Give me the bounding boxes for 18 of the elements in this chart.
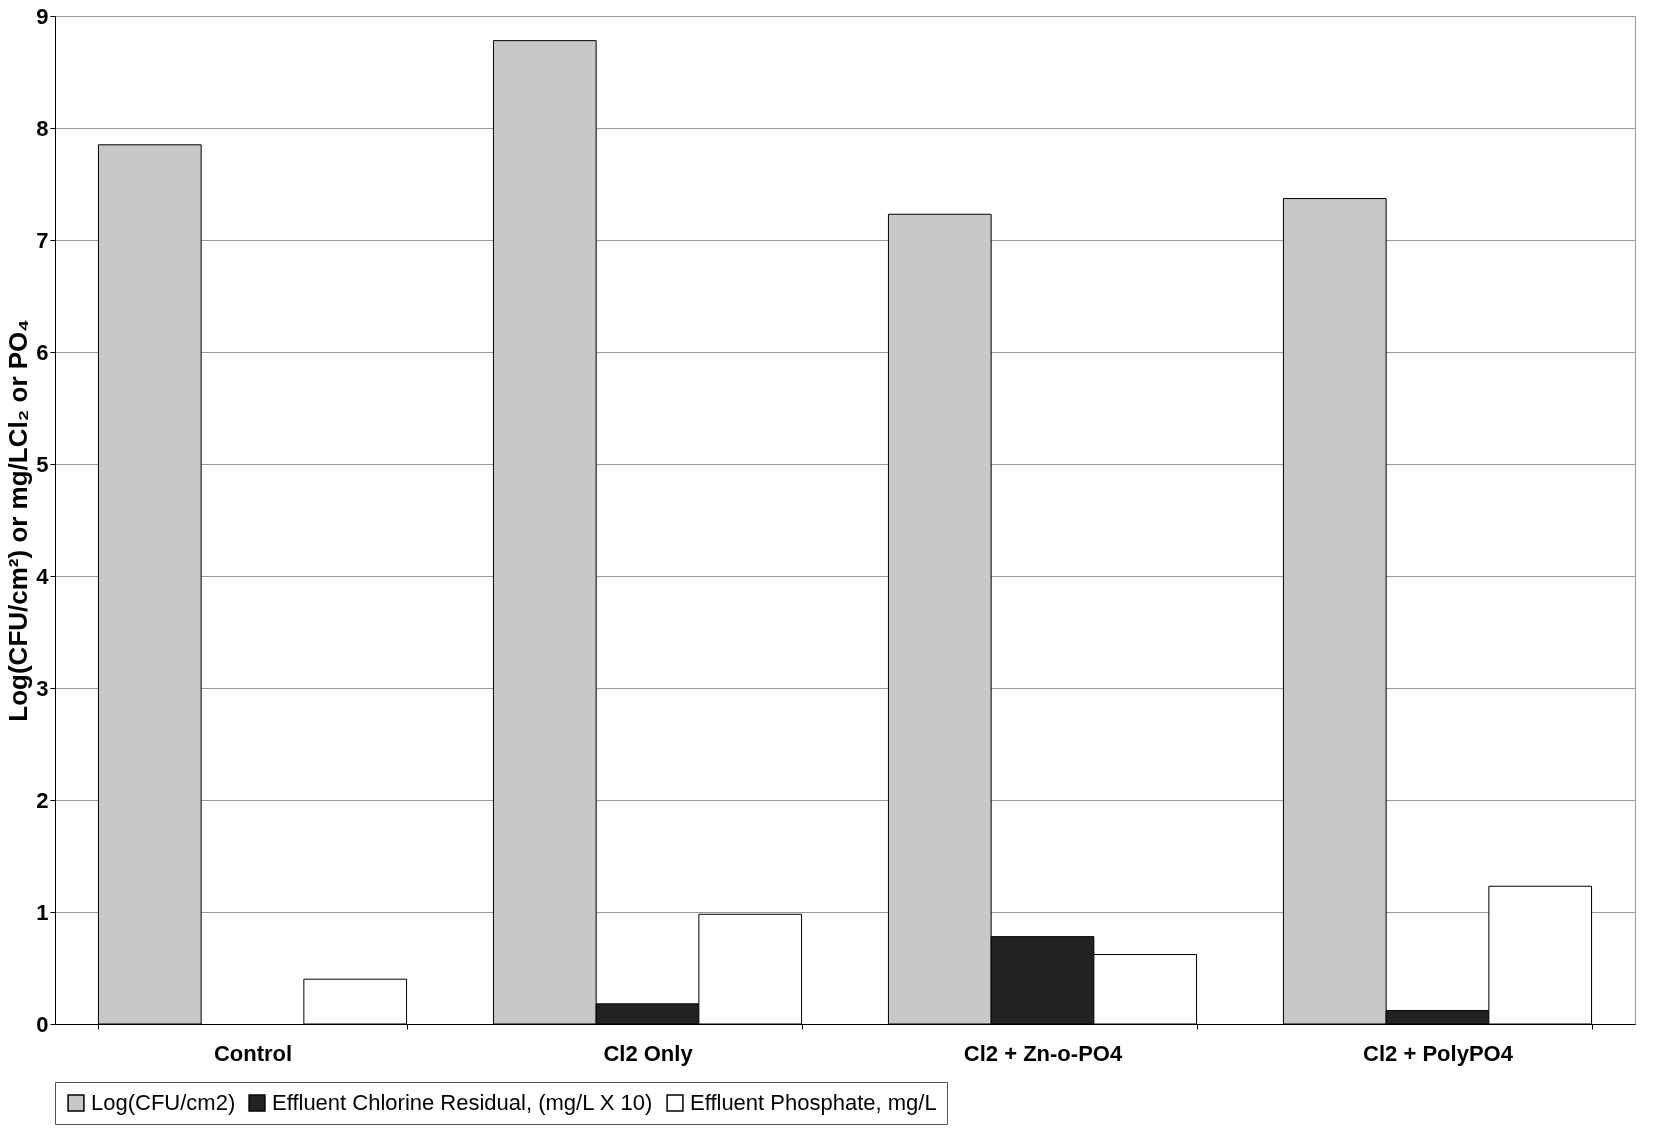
y-tick-label: 5 — [36, 451, 49, 477]
y-tick-label: 4 — [36, 563, 50, 589]
y-tick-label: 0 — [36, 1011, 49, 1037]
y-tick-label: 2 — [36, 787, 49, 813]
y-tick-label: 3 — [36, 675, 49, 701]
y-tick-label: 8 — [36, 115, 49, 141]
legend-label: Effluent Phosphate, mg/L — [690, 1090, 937, 1115]
y-tick-label: 9 — [36, 3, 49, 29]
x-tick-label: Cl2 + Zn-o-PO4 — [963, 1040, 1123, 1066]
y-tick-label: 1 — [36, 899, 49, 925]
x-tick-label: Control — [213, 1040, 293, 1066]
x-tick-label: Cl2 Only — [603, 1040, 694, 1066]
legend-label: Log(CFU/cm2) — [91, 1090, 236, 1115]
x-tick-label: Cl2 + PolyPO4 — [1363, 1040, 1514, 1066]
y-tick-label: 6 — [36, 339, 49, 365]
y-tick-label: 7 — [36, 227, 49, 253]
legend-label: Effluent Chlorine Residual, (mg/L X 10) — [272, 1090, 653, 1115]
y-axis-title: Log(CFU/cm²) or mg/LCl₂ or PO₄ — [3, 319, 34, 722]
